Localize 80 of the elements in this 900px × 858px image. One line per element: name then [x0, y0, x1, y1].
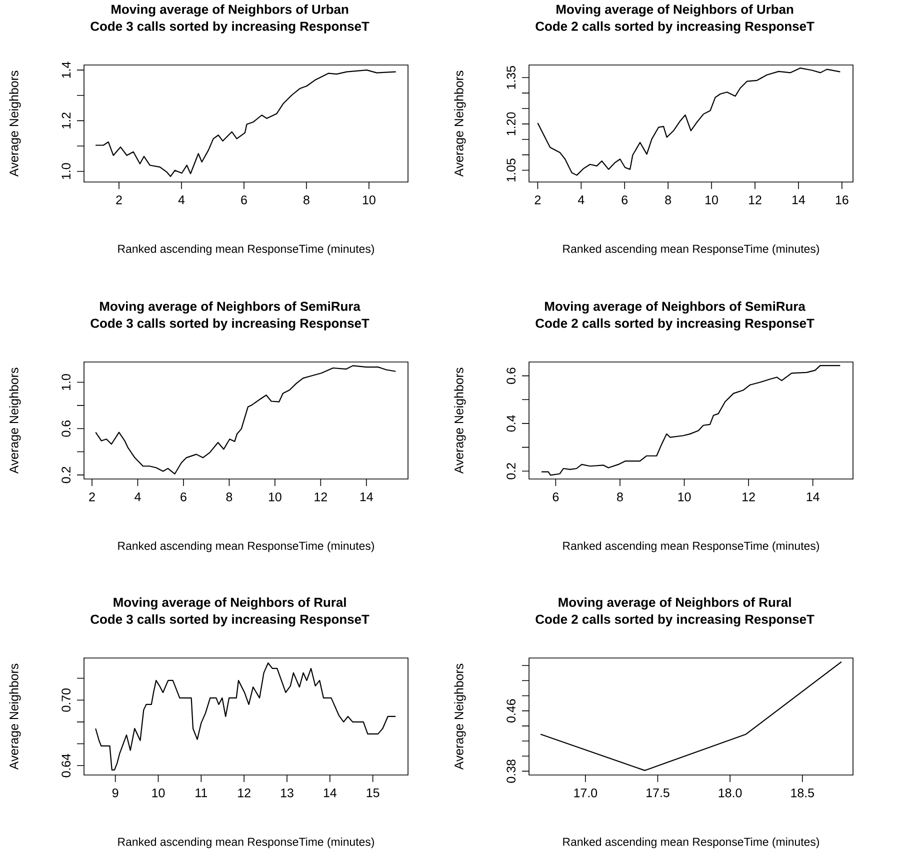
y-tick-label: 1.2 [62, 112, 70, 128]
x-tick-label: 6 [552, 492, 559, 502]
chart-subtitle: Code 2 calls sorted by increasing ResponseT [536, 21, 814, 34]
x-axis-title: Ranked ascending mean ResponseTime (minutes) [563, 244, 819, 256]
x-tick-label: 12 [238, 788, 250, 798]
x-tick-label: 12 [742, 492, 755, 502]
x-tick-label: 6 [622, 196, 628, 204]
y-tick-label: 1.05 [506, 158, 516, 182]
x-tick-label: 13 [281, 788, 294, 798]
y-tick-label: 0.46 [506, 699, 516, 722]
y-tick-label: 0.70 [62, 688, 70, 712]
x-tick-label: 4 [134, 492, 141, 502]
y-axis-title: Average Neighbors [9, 70, 21, 177]
x-tick-label: 14 [360, 492, 373, 502]
x-tick-label: 10 [152, 788, 165, 798]
chart-title: Moving average of Neighbors of SemiRura [545, 301, 806, 314]
y-tick-label: 0.6 [62, 420, 70, 437]
x-tick-label: 14 [324, 788, 336, 798]
y-tick-label: 1.0 [62, 163, 70, 180]
x-tick-label: 4 [578, 196, 584, 204]
x-tick-label: 12 [314, 492, 327, 502]
x-tick-label: 14 [792, 196, 806, 204]
chart-title: Moving average of Neighbors of Urban [112, 4, 348, 17]
y-tick-label: 0.2 [506, 463, 516, 480]
y-tick-label: 1.35 [506, 66, 516, 89]
x-tick-label: 11 [196, 788, 208, 798]
x-tick-label: 12 [749, 196, 762, 204]
x-tick-label: 10 [362, 196, 376, 204]
y-axis-title: Average Neighbors [9, 368, 21, 474]
chart-subtitle: Code 3 calls sorted by increasing ResponseT [90, 614, 370, 626]
y-tick-label: 0.4 [506, 415, 516, 432]
x-tick-label: 10 [678, 492, 691, 502]
x-tick-label: 9 [112, 788, 118, 798]
chart-title: Moving average of Neighbors of SemiRura [100, 301, 360, 314]
x-axis-title: Ranked ascending mean ResponseTime (minutes) [118, 542, 374, 552]
chart-subtitle: Code 2 calls sorted by increasing ResponseT [536, 614, 814, 626]
chart-subtitle: Code 2 calls sorted by increasing ResponseT [536, 318, 814, 330]
chart-title: Moving average of Neighbors of Rural [114, 597, 346, 610]
chart-title: Moving average of Neighbors of Urban [556, 4, 794, 17]
x-tick-label: 17.0 [574, 788, 598, 798]
chart-subtitle: Code 3 calls sorted by increasing ResponseT [90, 21, 370, 34]
x-tick-label: 2 [534, 196, 541, 204]
y-tick-label: 0.64 [62, 754, 70, 778]
x-axis-title: Ranked ascending mean ResponseTime (minutes) [118, 244, 374, 256]
x-axis-title: Ranked ascending mean ResponseTime (minutes) [563, 542, 819, 552]
x-tick-label: 16 [836, 196, 848, 204]
x-tick-label: 4 [178, 196, 185, 204]
line-series [95, 365, 396, 474]
x-tick-label: 6 [241, 196, 247, 204]
y-tick-label: 0.6 [506, 368, 516, 384]
x-tick-label: 8 [304, 196, 310, 204]
x-tick-label: 15 [366, 788, 380, 798]
x-tick-label: 17.5 [646, 788, 670, 798]
y-tick-label: 0.2 [62, 466, 70, 484]
y-axis-title: Average Neighbors [454, 368, 466, 474]
line-series [95, 69, 396, 177]
x-axis-title: Ranked ascending mean ResponseTime (minutes) [563, 838, 819, 848]
line-series [540, 365, 841, 476]
y-axis-title: Average Neighbors [454, 70, 466, 177]
x-tick-label: 8 [617, 492, 623, 502]
x-tick-label: 6 [180, 492, 186, 502]
x-axis-title: Ranked ascending mean ResponseTime (minutes) [118, 838, 374, 848]
chart-title: Moving average of Neighbors of Rural [558, 597, 791, 610]
y-axis-title: Average Neighbors [9, 664, 21, 770]
y-tick-label: 1.20 [506, 112, 516, 136]
x-tick-label: 10 [268, 492, 282, 502]
y-axis-title: Average Neighbors [454, 664, 466, 770]
x-tick-label: 18.0 [718, 788, 742, 798]
y-tick-label: 0.38 [506, 760, 516, 783]
chart-subtitle: Code 3 calls sorted by increasing ResponseT [90, 318, 370, 330]
x-tick-label: 14 [806, 492, 820, 502]
y-tick-label: 1.4 [62, 62, 70, 78]
x-tick-label: 10 [706, 196, 718, 204]
y-tick-label: 1.0 [62, 374, 70, 390]
x-tick-label: 18.5 [791, 788, 814, 798]
x-tick-label: 8 [665, 196, 672, 204]
x-tick-label: 8 [226, 492, 232, 502]
line-series [537, 68, 841, 176]
x-tick-label: 2 [116, 196, 122, 204]
x-tick-label: 2 [89, 492, 95, 502]
